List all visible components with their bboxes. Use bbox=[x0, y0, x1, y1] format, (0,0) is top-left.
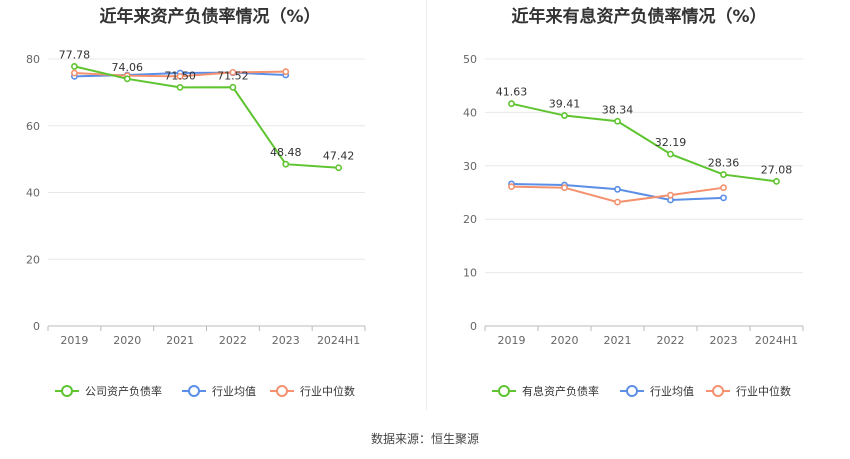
x-tick-label: 2019 bbox=[60, 334, 88, 347]
data-point bbox=[71, 69, 78, 77]
x-tick-label: 2020 bbox=[551, 334, 579, 347]
data-point bbox=[773, 177, 780, 185]
y-tick-label: 40 bbox=[26, 187, 40, 200]
x-tick-label: 2020 bbox=[113, 334, 141, 347]
data-source: 数据来源：恒生聚源 bbox=[370, 432, 479, 446]
series-line-1 bbox=[74, 65, 339, 169]
data-label: 38.34 bbox=[602, 103, 634, 116]
x-tick-label: 2021 bbox=[166, 334, 194, 347]
x-tick-label: 2023 bbox=[272, 334, 300, 347]
chart-2: 0 10 20 30 40 50 2019 2020 2021 2022 2023 2024H1 41.… bbox=[463, 53, 804, 398]
data-point bbox=[229, 68, 237, 76]
data-point bbox=[614, 198, 621, 206]
y-tick-label: 50 bbox=[463, 53, 477, 66]
data-point bbox=[720, 171, 727, 178]
y-tick-label: 0 bbox=[33, 320, 40, 333]
panel-divider bbox=[426, 0, 427, 410]
y-tick-label: 60 bbox=[26, 120, 40, 133]
legend-label: 行业均值 bbox=[212, 385, 256, 398]
data-point bbox=[176, 72, 184, 80]
data-label: 71.50 bbox=[164, 69, 196, 82]
y-tick-label: 20 bbox=[463, 213, 477, 226]
data-point bbox=[335, 164, 342, 172]
data-label: 27.08 bbox=[761, 163, 793, 176]
data-point bbox=[561, 112, 568, 119]
data-point bbox=[282, 68, 290, 76]
data-point bbox=[508, 183, 515, 191]
y-tick-label: 40 bbox=[463, 106, 477, 119]
data-point bbox=[71, 63, 78, 70]
data-label: 77.78 bbox=[59, 48, 91, 61]
legend-label: 有息资产负债率 bbox=[522, 384, 599, 398]
legend-label: 行业均值 bbox=[650, 385, 694, 398]
legend-label: 行业中位数 bbox=[300, 384, 355, 398]
data-point bbox=[667, 191, 674, 199]
legend-marker bbox=[626, 385, 638, 397]
y-tick-label: 10 bbox=[463, 267, 477, 280]
legend-label: 公司资产负债率 bbox=[85, 384, 162, 398]
chart-title-left: 近年来资产负债率情况（%） bbox=[99, 7, 321, 27]
x-tick-label: 2019 bbox=[498, 334, 526, 347]
legend-marker bbox=[276, 385, 288, 397]
legend-marker bbox=[498, 385, 510, 397]
y-tick-label: 0 bbox=[470, 320, 477, 333]
data-point bbox=[614, 117, 621, 125]
data-label: 71.52 bbox=[217, 69, 249, 82]
x-tick-label: 2021 bbox=[604, 334, 632, 347]
chart-title-right: 近年来有息资产负债率情况（%） bbox=[511, 7, 767, 27]
data-label: 47.42 bbox=[323, 150, 355, 163]
data-point bbox=[508, 100, 515, 108]
data-point bbox=[720, 184, 727, 192]
data-point bbox=[229, 83, 237, 91]
data-point bbox=[667, 150, 674, 158]
legend-marker bbox=[712, 385, 724, 397]
y-tick-label: 20 bbox=[26, 253, 40, 266]
data-point bbox=[720, 194, 727, 202]
x-tick-label: 2022 bbox=[657, 334, 685, 347]
series-line-1 bbox=[511, 102, 777, 183]
y-tick-label: 30 bbox=[463, 160, 477, 173]
y-tick-label: 80 bbox=[26, 53, 40, 66]
data-label: 74.06 bbox=[112, 61, 144, 74]
data-point bbox=[176, 83, 184, 91]
x-tick-label: 2024H1 bbox=[317, 334, 360, 347]
data-point bbox=[123, 75, 131, 83]
data-point bbox=[614, 185, 621, 193]
data-label: 41.63 bbox=[496, 86, 528, 99]
data-label: 39.41 bbox=[549, 98, 581, 111]
data-point bbox=[282, 160, 290, 168]
x-tick-label: 2022 bbox=[219, 334, 247, 347]
data-label: 28.36 bbox=[708, 157, 740, 170]
data-label: 32.19 bbox=[655, 136, 687, 149]
data-point bbox=[561, 184, 568, 192]
chart-1: 0 20 40 60 80 2019 2020 2021 2022 2023 2024H1 77.78… bbox=[26, 48, 366, 398]
x-tick-label: 2024H1 bbox=[755, 334, 798, 347]
legend-marker bbox=[188, 385, 200, 397]
x-tick-label: 2023 bbox=[710, 334, 738, 347]
legend-label: 行业中位数 bbox=[736, 384, 791, 398]
data-label: 48.48 bbox=[270, 146, 302, 159]
legend-marker bbox=[61, 385, 73, 397]
